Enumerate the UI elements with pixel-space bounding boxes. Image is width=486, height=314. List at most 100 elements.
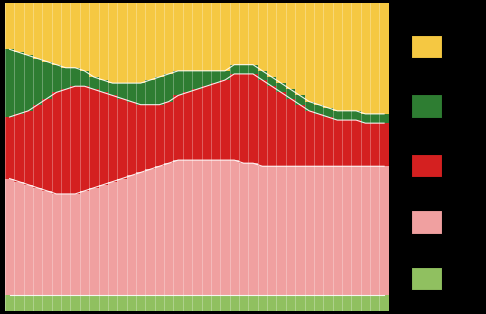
Bar xyxy=(220,80,229,160)
Bar xyxy=(351,166,361,295)
Bar xyxy=(277,295,286,311)
Bar xyxy=(361,114,370,123)
Bar xyxy=(229,295,239,311)
Bar xyxy=(239,65,248,74)
Bar xyxy=(248,65,258,74)
Bar xyxy=(14,3,24,52)
Bar xyxy=(126,176,136,295)
Bar xyxy=(33,58,42,105)
Bar xyxy=(24,56,33,111)
Bar xyxy=(5,49,14,117)
Bar xyxy=(183,160,192,295)
Bar xyxy=(361,123,370,166)
Bar xyxy=(145,169,155,295)
Bar xyxy=(89,77,99,89)
Bar xyxy=(89,295,99,311)
Bar xyxy=(117,295,126,311)
Bar xyxy=(145,105,155,169)
Bar xyxy=(220,71,229,80)
Bar xyxy=(323,166,332,295)
Bar xyxy=(258,71,267,80)
Bar xyxy=(145,295,155,311)
Bar xyxy=(267,166,277,295)
Bar xyxy=(211,3,220,71)
Bar xyxy=(145,3,155,80)
Bar xyxy=(52,194,61,295)
Bar xyxy=(61,3,70,68)
Bar xyxy=(42,62,52,99)
Bar xyxy=(80,295,89,311)
Bar xyxy=(117,3,126,83)
Bar xyxy=(314,166,323,295)
Bar xyxy=(5,117,14,179)
Bar xyxy=(351,120,361,166)
Bar xyxy=(248,3,258,65)
Bar xyxy=(42,191,52,295)
Bar xyxy=(370,166,380,295)
Bar xyxy=(126,102,136,176)
Bar xyxy=(136,3,145,83)
Bar xyxy=(295,295,305,311)
Bar xyxy=(277,92,286,166)
Bar xyxy=(24,3,33,56)
Bar xyxy=(108,181,117,295)
Bar xyxy=(174,295,183,311)
Bar xyxy=(126,3,136,83)
Bar xyxy=(314,295,323,311)
Bar xyxy=(89,89,99,188)
Bar xyxy=(14,52,24,114)
Bar xyxy=(332,295,342,311)
Bar xyxy=(323,117,332,166)
Bar xyxy=(370,123,380,166)
Bar xyxy=(80,191,89,295)
Bar xyxy=(258,3,267,71)
Bar xyxy=(164,3,174,74)
Bar xyxy=(305,111,314,166)
Bar xyxy=(295,3,305,95)
Bar xyxy=(52,65,61,92)
Bar xyxy=(108,3,117,83)
Bar xyxy=(14,181,24,295)
Bar xyxy=(305,166,314,295)
Bar xyxy=(183,92,192,160)
Bar xyxy=(277,3,286,83)
Bar xyxy=(220,295,229,311)
Bar xyxy=(192,160,202,295)
Bar xyxy=(370,3,380,114)
Bar xyxy=(89,188,99,295)
Bar xyxy=(117,83,126,99)
Bar xyxy=(286,166,295,295)
Bar xyxy=(155,77,164,105)
Bar xyxy=(99,185,108,295)
Bar xyxy=(5,3,14,49)
Bar xyxy=(164,163,174,295)
Bar xyxy=(117,99,126,179)
Bar xyxy=(183,71,192,92)
Bar xyxy=(342,111,351,120)
Bar xyxy=(99,80,108,92)
Bar xyxy=(380,123,389,166)
Bar xyxy=(174,3,183,71)
Bar xyxy=(380,3,389,114)
Bar xyxy=(267,77,277,86)
Bar xyxy=(295,105,305,166)
Bar xyxy=(174,71,183,95)
Bar xyxy=(136,83,145,105)
Bar xyxy=(33,295,42,311)
Bar xyxy=(239,74,248,163)
Bar xyxy=(229,74,239,160)
Bar xyxy=(202,86,211,160)
Bar xyxy=(267,3,277,77)
Bar xyxy=(99,3,108,80)
Bar xyxy=(332,120,342,166)
Bar xyxy=(108,95,117,181)
Bar xyxy=(80,86,89,191)
Bar xyxy=(239,3,248,65)
Bar xyxy=(136,295,145,311)
Bar xyxy=(61,295,70,311)
Bar xyxy=(126,295,136,311)
Bar xyxy=(295,95,305,105)
Bar xyxy=(248,74,258,163)
Bar xyxy=(314,114,323,166)
Bar xyxy=(192,3,202,71)
